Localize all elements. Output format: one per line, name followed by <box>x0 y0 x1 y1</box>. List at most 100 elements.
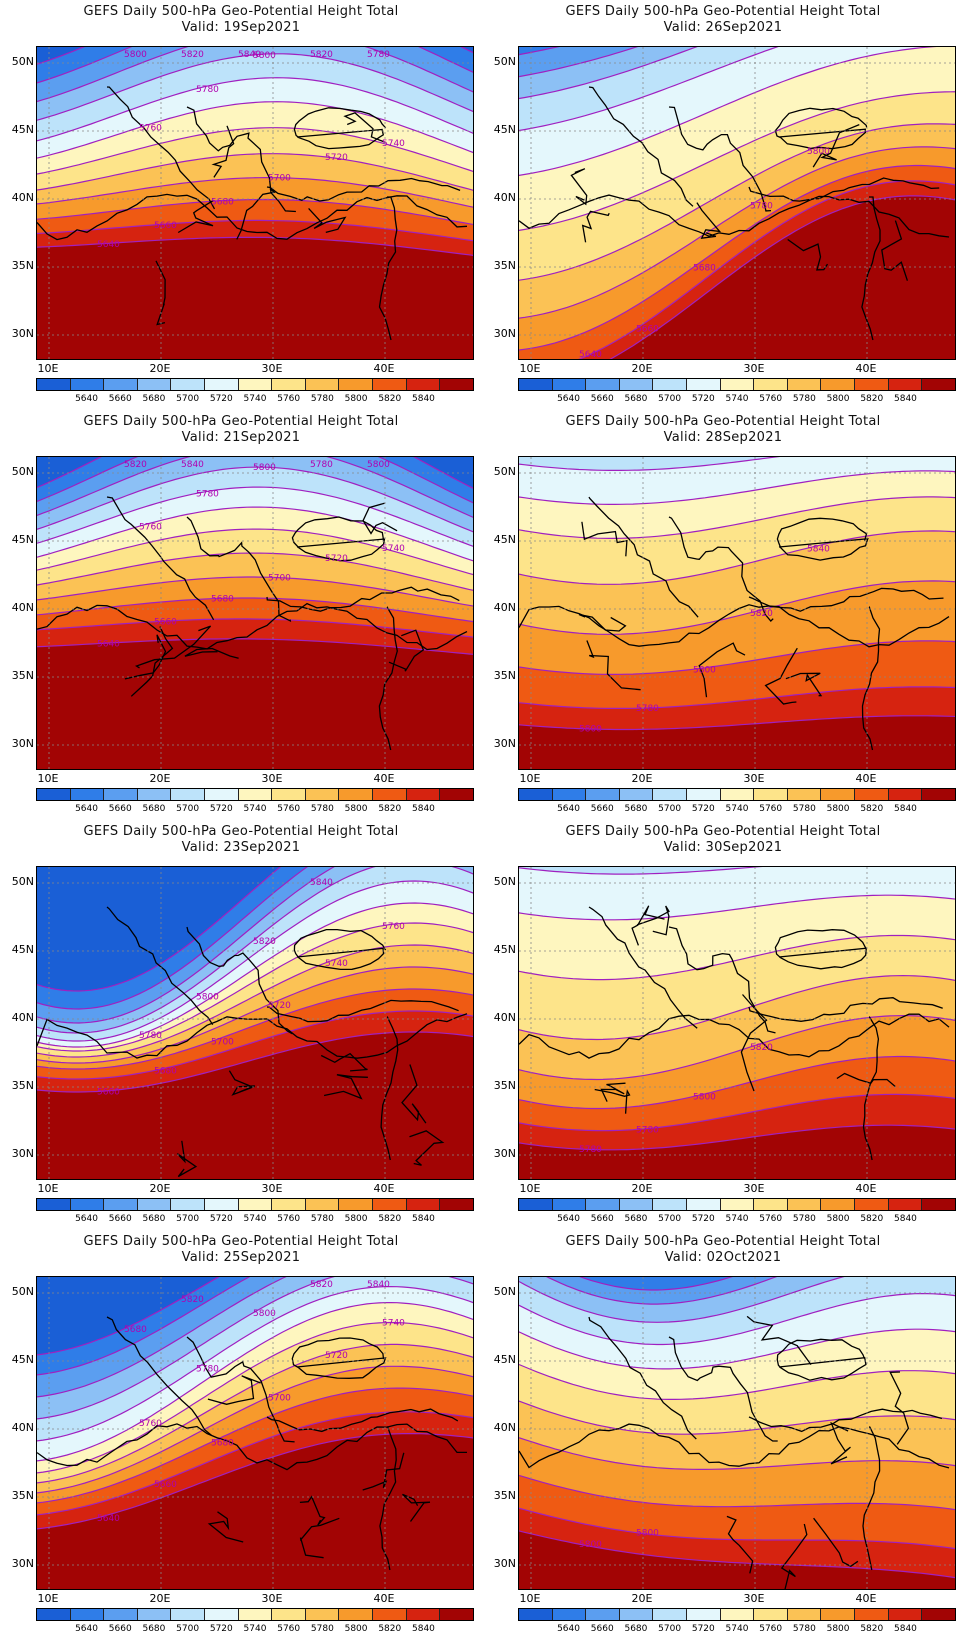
contour-line <box>546 1277 778 1305</box>
colorbar-swatch <box>922 379 955 390</box>
coastline <box>519 604 950 648</box>
map-title: GEFS Daily 500-hPa Geo-Potential Height … <box>565 4 881 19</box>
colorbar-swatch <box>922 789 955 800</box>
colorbar-swatch <box>586 1609 620 1620</box>
latitude-label: 30N <box>493 1147 516 1160</box>
contour-label: 5820 <box>181 50 204 60</box>
latitude-label: 50N <box>11 1285 34 1298</box>
latitude-label: 30N <box>493 1557 516 1570</box>
contour-line <box>519 1400 955 1435</box>
colorbar <box>36 1608 474 1621</box>
longitude-label: 20E <box>149 362 171 375</box>
colorbar-swatch <box>754 1199 788 1210</box>
contour-plot: 5640 5660 5680 5780 5800 <box>519 47 955 359</box>
height-map: 5640 5660 5680 5700 5720 5740 5760 5780 5800 5820… <box>36 46 474 360</box>
longitude-label: 40E <box>373 1592 395 1605</box>
colorbar-label: 5700 <box>176 1624 200 1634</box>
contour-label: 5660 <box>97 1088 120 1098</box>
contour-line <box>37 1286 473 1442</box>
coastline <box>726 1515 754 1574</box>
colorbar <box>518 378 956 391</box>
coastline <box>207 1375 261 1405</box>
latitude-label: 35N <box>493 259 516 272</box>
coastline <box>813 1517 859 1568</box>
height-band <box>519 1125 955 1179</box>
contour-label: 5700 <box>268 573 291 583</box>
contour-label: 5780 <box>367 50 390 60</box>
contour-line <box>37 880 473 1042</box>
coastline <box>631 905 665 946</box>
contour-plot: 5640 5660 5680 5700 5720 5740 5760 5780 5800 5820… <box>37 47 473 359</box>
colorbar-swatch <box>619 379 654 390</box>
colorbar-label: 5780 <box>792 804 816 814</box>
colorbar <box>36 1198 474 1211</box>
coastline <box>588 86 694 207</box>
contour-label: 5760 <box>139 1419 162 1429</box>
colorbar-swatch <box>37 379 71 390</box>
contour-line <box>519 1293 955 1346</box>
colorbar-swatch <box>653 1199 688 1210</box>
coastline <box>379 1426 397 1571</box>
colorbar-label: 5740 <box>243 1214 267 1224</box>
coastline <box>186 926 293 1035</box>
coastline <box>748 997 943 1022</box>
colorbar-label: 5760 <box>277 1214 301 1224</box>
longitude-label: 20E <box>631 362 653 375</box>
latitude-label: 40N <box>493 1421 516 1434</box>
colorbar-label: 5700 <box>176 804 200 814</box>
contour-line <box>519 496 955 540</box>
colorbar-swatch <box>754 379 788 390</box>
map-title: GEFS Daily 500-hPa Geo-Potential Height … <box>83 1234 399 1249</box>
contour-line <box>519 47 779 132</box>
contour-label: 5740 <box>382 1319 405 1329</box>
contour-label: 5820 <box>253 937 276 947</box>
contour-line <box>37 922 473 1052</box>
colorbar <box>518 1608 956 1621</box>
contour-line <box>519 164 955 351</box>
coastline <box>343 112 386 143</box>
colorbar-swatch <box>821 789 856 800</box>
colorbar-label: 5720 <box>691 1624 715 1634</box>
colorbar-swatch <box>137 789 172 800</box>
latitude-label: 40N <box>11 1011 34 1024</box>
contour-label: 5740 <box>382 139 405 149</box>
latitude-label: 35N <box>11 1489 34 1502</box>
contour-label: 5800 <box>693 665 716 675</box>
latitude-label: 30N <box>493 327 516 340</box>
coastline <box>409 1130 445 1166</box>
valid-date: Valid: 26Sep2021 <box>663 20 783 35</box>
contour-line <box>37 1277 473 1420</box>
colorbar-swatch <box>238 379 273 390</box>
colorbar-label: 5640 <box>75 394 98 404</box>
coastline <box>780 1523 808 1589</box>
colorbar-label: 5640 <box>557 394 580 404</box>
contour-line <box>37 47 473 103</box>
colorbar-swatch <box>787 1199 822 1210</box>
latitude-label: 50N <box>493 55 516 68</box>
contour-line <box>519 1507 955 1550</box>
valid-date: Valid: 21Sep2021 <box>181 430 301 445</box>
coastline <box>299 1495 326 1526</box>
contour-label: 5800 <box>693 1093 716 1103</box>
coastline <box>135 625 212 669</box>
coastline <box>320 1052 368 1072</box>
colorbar-swatch <box>406 1609 441 1620</box>
contour-line <box>37 219 473 242</box>
colorbar-swatch <box>922 1199 955 1210</box>
contour-label: 5800 <box>253 51 276 61</box>
coastline <box>600 1082 626 1102</box>
colorbar-label: 5680 <box>142 1624 166 1634</box>
colorbar-swatch <box>137 1609 172 1620</box>
colorbar-swatch <box>305 1609 340 1620</box>
coastline <box>862 1426 881 1571</box>
colorbar-swatch <box>619 789 654 800</box>
height-band <box>37 237 473 359</box>
contour-line <box>37 1387 473 1504</box>
contour-line <box>37 457 473 518</box>
colorbar-label: 5680 <box>142 394 166 404</box>
colorbar-swatch <box>305 789 340 800</box>
contour-line <box>37 1277 287 1398</box>
colorbar-label: 5700 <box>658 1624 682 1634</box>
colorbar-swatch <box>440 1609 473 1620</box>
